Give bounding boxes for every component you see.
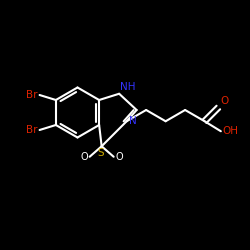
Text: O: O	[220, 96, 228, 106]
Text: Br: Br	[26, 90, 38, 100]
Text: NH: NH	[120, 82, 136, 92]
Text: OH: OH	[223, 126, 239, 136]
Text: S: S	[97, 148, 104, 158]
Text: Br: Br	[26, 125, 38, 135]
Text: N: N	[129, 116, 137, 126]
Text: O: O	[80, 152, 88, 162]
Text: O: O	[115, 152, 123, 162]
